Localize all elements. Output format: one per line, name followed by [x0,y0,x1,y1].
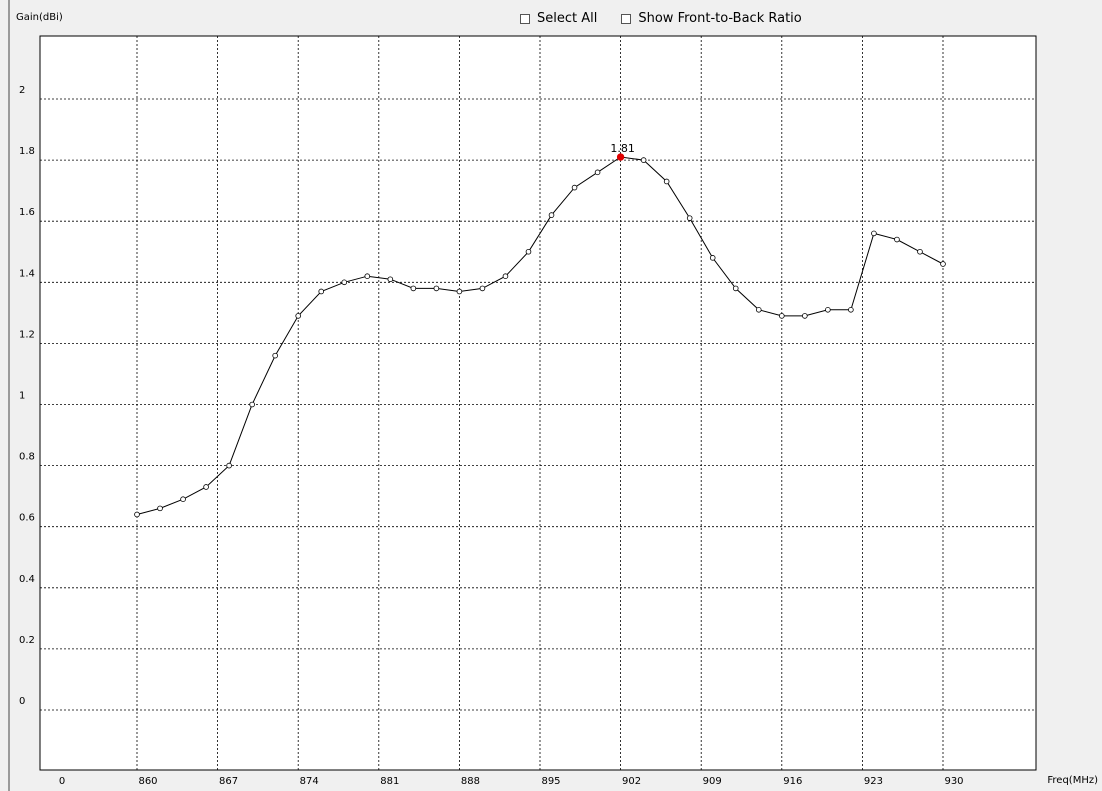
data-point [571,184,578,191]
data-point [778,313,785,319]
data-point [318,288,325,295]
y-tick-label: 0.2 [19,635,35,646]
chart-options: Select All Show Front-to-Back Ratio [520,11,802,26]
data-point [594,169,601,176]
x-tick-label: 916 [783,776,802,787]
x-axis-title: Freq(MHz) [1047,775,1098,786]
data-point [295,313,302,319]
data-point [640,157,647,163]
data-point [802,313,808,319]
data-point [272,352,278,359]
y-tick-label: 2 [19,85,25,96]
x-tick-label: 909 [703,776,722,787]
plot-area [39,35,1037,771]
max-gain-point [616,153,625,161]
front-to-back-checkbox[interactable]: Show Front-to-Back Ratio [621,11,802,26]
x-tick-label: 860 [138,776,157,787]
y-tick-label: 1.4 [19,268,35,279]
gain-line [136,156,944,515]
front-to-back-checkbox-box[interactable] [621,13,632,24]
data-point [226,462,232,469]
max-gain-label: 1.81 [610,142,635,155]
x-tick-label: 923 [864,776,883,787]
y-tick-label: 0.6 [19,513,35,524]
x-tick-label: 888 [461,776,480,787]
y-tick-label: 1.2 [19,329,35,340]
data-point [548,212,555,218]
data-point [663,178,670,185]
select-all-checkbox-box[interactable] [520,13,530,24]
data-point [894,236,900,243]
data-point [755,306,762,313]
y-tick-label: 1 [19,391,25,402]
data-point [341,279,348,286]
data-point [203,484,209,490]
y-axis-title: Gain(dBi) [16,12,63,23]
front-to-back-label: Show Front-to-Back Ratio [638,11,802,26]
data-point [410,285,417,292]
data-point [364,273,371,279]
data-point [917,248,923,255]
window-left-border [8,0,10,791]
data-point [940,261,946,267]
data-point [502,273,509,279]
data-point [732,285,739,292]
data-point [825,306,831,313]
x-tick-label: 874 [300,776,319,787]
data-point [180,496,186,503]
y-tick-label: 0.8 [19,452,35,463]
data-point [479,285,486,292]
data-point [157,505,163,512]
x-tick-label: 0 [59,776,65,787]
x-tick-label: 881 [380,776,399,787]
x-tick-label: 895 [541,776,560,787]
data-point [134,511,140,518]
y-tick-label: 1.8 [19,146,35,157]
data-point [709,255,716,261]
x-tick-label: 902 [622,776,641,787]
select-all-label: Select All [537,11,598,26]
x-tick-label: 930 [944,776,963,787]
y-tick-label: 0 [19,696,25,707]
data-point [433,285,440,292]
select-all-checkbox[interactable]: Select All [520,11,597,26]
data-point [848,306,854,313]
data-point [525,248,532,255]
data-point [686,215,693,221]
y-tick-label: 0.4 [19,574,35,585]
data-point [456,288,463,295]
data-point [249,401,255,408]
x-tick-label: 867 [219,776,238,787]
y-tick-label: 1.6 [19,207,35,218]
data-point [387,276,394,283]
data-point [871,230,877,237]
